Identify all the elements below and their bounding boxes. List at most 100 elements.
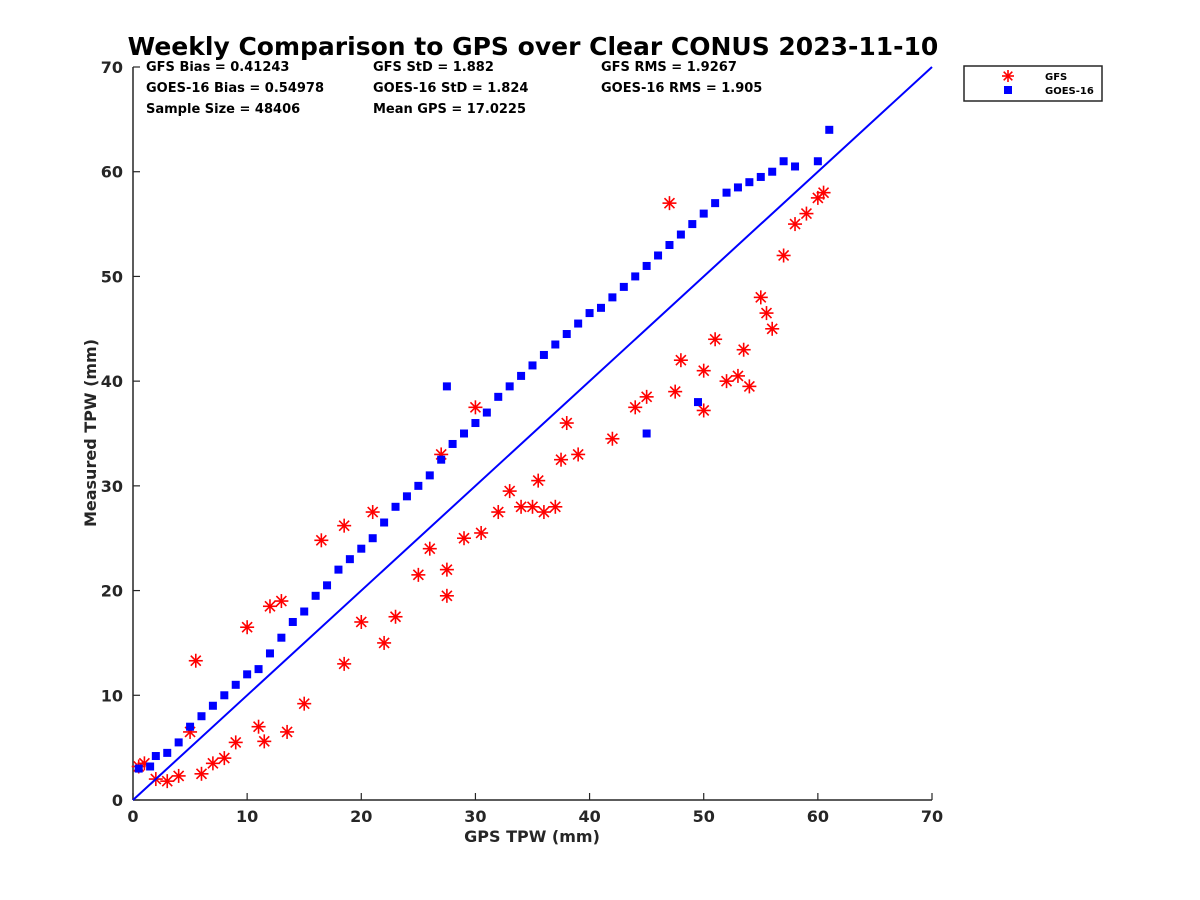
stat-goes-bias: GOES-16 Bias = 0.54978 [146, 81, 324, 96]
x-tick-label: 70 [921, 807, 943, 826]
goes-data-point [334, 565, 343, 574]
y-axis-label: Measured TPW (mm) [81, 339, 100, 527]
y-tick-label: 20 [101, 582, 123, 601]
series-goes-16 [134, 125, 834, 773]
goes-data-point [482, 408, 491, 417]
gfs-data-point [816, 185, 831, 200]
legend: GFS GOES-16 [963, 65, 1103, 102]
gfs-data-point [571, 447, 586, 462]
y-tick-label: 0 [112, 791, 123, 810]
gfs-data-point [730, 368, 745, 383]
goes-data-point [243, 670, 252, 679]
gfs-data-point [474, 525, 489, 540]
plot-area: 0 10 20 30 40 50 60 70 0 10 20 30 40 50 60 70 [101, 58, 943, 826]
gfs-data-point [696, 403, 711, 418]
goes-data-point [585, 309, 594, 318]
gfs-data-point [759, 306, 774, 321]
gfs-data-point [628, 400, 643, 415]
x-tick-label: 30 [464, 807, 486, 826]
gfs-data-point [468, 400, 483, 415]
gfs-data-point [605, 431, 620, 446]
gfs-data-point [742, 379, 757, 394]
gfs-data-point [799, 206, 814, 221]
x-tick-label: 0 [127, 807, 138, 826]
gfs-data-point [377, 635, 392, 650]
goes-data-point [425, 471, 434, 480]
x-tick-label: 40 [578, 807, 600, 826]
stat-mean-gps: Mean GPS = 17.0225 [373, 102, 526, 117]
goes-data-point [813, 157, 822, 166]
gfs-data-point [251, 719, 266, 734]
gfs-data-point [314, 533, 329, 548]
gfs-data-point [171, 768, 186, 783]
goes-data-point [357, 544, 366, 553]
gfs-data-point [554, 452, 569, 467]
one-to-one-reference-line [132, 66, 933, 801]
gfs-data-point [280, 724, 295, 739]
gfs-data-point [765, 321, 780, 336]
gfs-data-point [502, 484, 517, 499]
y-tick-label: 70 [101, 58, 123, 77]
goes-data-point [574, 319, 583, 328]
goes-data-point [642, 261, 651, 270]
gfs-data-point [297, 696, 312, 711]
stats-annotations: GFS Bias = 0.41243 GFS StD = 1.882 GFS R… [146, 60, 762, 117]
legend-goes-marker [1004, 86, 1012, 94]
goes-data-point [699, 209, 708, 218]
gfs-data-point [411, 567, 426, 582]
goes-data-point [323, 581, 332, 590]
gfs-data-point [274, 594, 289, 609]
goes-data-point [231, 680, 240, 689]
goes-data-point [825, 125, 834, 134]
gfs-data-point [536, 505, 551, 520]
goes-data-point [631, 272, 640, 281]
x-axis-ticks: 0 10 20 30 40 50 60 70 [127, 793, 943, 826]
gfs-data-point [354, 614, 369, 629]
gfs-data-point [439, 562, 454, 577]
goes-data-point [163, 748, 172, 757]
gfs-data-point [531, 473, 546, 488]
gfs-data-point [337, 518, 352, 533]
gfs-data-point [337, 656, 352, 671]
gfs-data-point [160, 774, 175, 789]
stat-goes-std: GOES-16 StD = 1.824 [373, 81, 528, 96]
gfs-data-point [662, 196, 677, 211]
gfs-data-point [788, 217, 803, 232]
gfs-data-point [736, 342, 751, 357]
goes-data-point [146, 762, 155, 771]
goes-data-point [437, 455, 446, 464]
goes-data-point [220, 691, 229, 700]
chart-title: Weekly Comparison to GPS over Clear CONU… [128, 32, 939, 61]
gfs-data-point [491, 505, 506, 520]
y-tick-label: 30 [101, 477, 123, 496]
goes-data-point [596, 303, 605, 312]
x-tick-label: 50 [693, 807, 715, 826]
stat-gfs-std: GFS StD = 1.882 [373, 60, 494, 75]
gfs-data-point [257, 734, 272, 749]
gfs-data-point [639, 389, 654, 404]
gfs-data-point [753, 290, 768, 305]
goes-data-point [779, 157, 788, 166]
x-tick-label: 10 [236, 807, 258, 826]
stat-goes-rms: GOES-16 RMS = 1.905 [601, 81, 762, 96]
goes-data-point [528, 361, 537, 370]
goes-data-point [562, 330, 571, 339]
goes-data-point [654, 251, 663, 260]
gfs-data-point [365, 505, 380, 520]
goes-data-point [676, 230, 685, 239]
goes-data-point [174, 738, 183, 747]
legend-box [963, 65, 1103, 102]
series-gfs [131, 185, 831, 789]
gfs-data-point [240, 620, 255, 635]
goes-data-point [265, 649, 274, 658]
legend-goes-label: GOES-16 [1045, 86, 1094, 97]
stat-gfs-bias: GFS Bias = 0.41243 [146, 60, 289, 75]
goes-data-point [711, 199, 720, 208]
goes-data-point [134, 764, 143, 773]
gfs-data-point [457, 531, 472, 546]
gfs-data-point [262, 599, 277, 614]
goes-data-point [756, 172, 765, 181]
stat-sample-size: Sample Size = 48406 [146, 102, 300, 117]
goes-data-point [722, 188, 731, 197]
goes-data-point [311, 591, 320, 600]
